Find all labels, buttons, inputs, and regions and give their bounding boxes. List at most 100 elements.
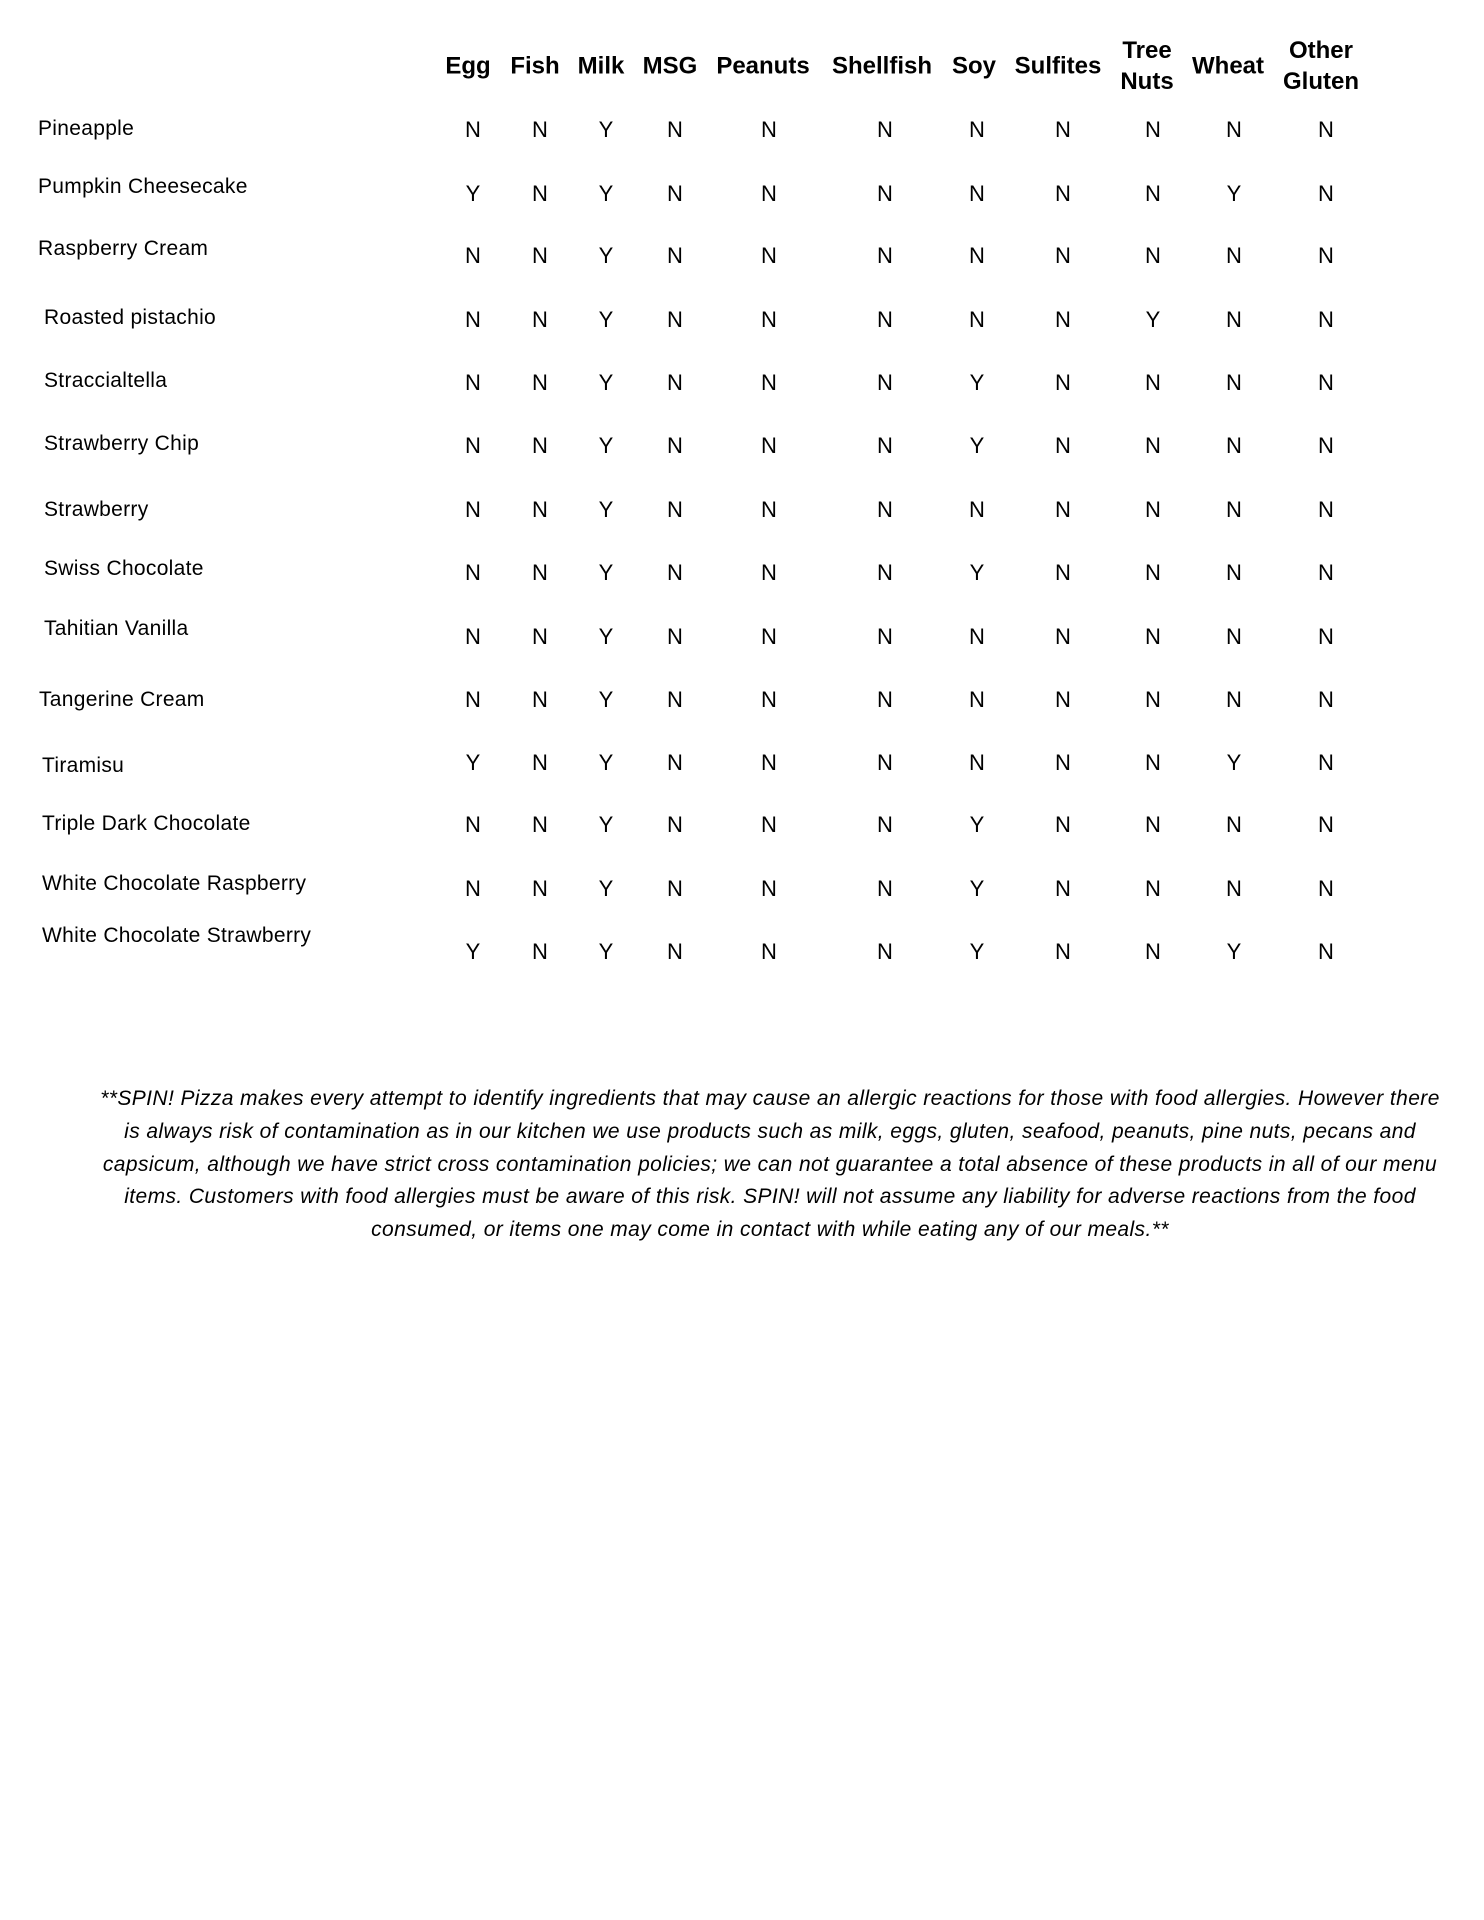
allergen-cell: N (1226, 433, 1242, 458)
allergen-cell: Y (598, 433, 614, 458)
row-item-name: Straccialtella (44, 369, 168, 392)
allergen-cell: N (667, 370, 683, 395)
row-item-name: Strawberry (44, 498, 149, 521)
allergen-cell: N (969, 243, 985, 268)
allergen-cell: N (667, 181, 683, 206)
allergen-cell: N (532, 624, 548, 649)
allergen-cell: Y (598, 812, 614, 837)
allergen-cell: N (667, 939, 683, 964)
row-item-name: White Chocolate Strawberry (42, 924, 312, 947)
allergen-cell: Y (969, 560, 985, 585)
allergen-cell: N (532, 243, 548, 268)
allergen-cell: N (532, 560, 548, 585)
allergen-cell: Y (598, 307, 614, 332)
allergen-cell: N (877, 307, 893, 332)
allergen-cell: N (877, 181, 893, 206)
column-header: Soy (951, 52, 997, 80)
allergen-cell: N (1226, 624, 1242, 649)
allergen-cell: N (761, 370, 777, 395)
allergen-cell: N (667, 433, 683, 458)
allergen-cell: N (532, 812, 548, 837)
allergen-cell: N (877, 687, 893, 712)
allergen-cell: Y (598, 117, 614, 142)
allergen-cell: N (1145, 687, 1161, 712)
allergen-cell: N (969, 624, 985, 649)
allergen-cell: N (1055, 939, 1071, 964)
allergen-cell: N (1226, 497, 1242, 522)
row-item-name: Pineapple (38, 117, 135, 140)
allergen-cell: N (532, 181, 548, 206)
allergen-cell: N (667, 243, 683, 268)
allergen-cell: N (1226, 812, 1242, 837)
column-header: Other Gluten (1283, 37, 1359, 95)
allergen-cell: Y (969, 433, 985, 458)
row-item-name: Swiss Chocolate (44, 557, 204, 580)
allergen-cell: N (1226, 687, 1242, 712)
allergen-cell: N (465, 497, 481, 522)
allergen-cell: N (1145, 750, 1161, 775)
allergen-cell: Y (1226, 750, 1242, 775)
allergen-cell: N (532, 307, 548, 332)
allergen-cell: N (1226, 117, 1242, 142)
allergen-cell: N (761, 687, 777, 712)
row-item-name: Tangerine Cream (39, 688, 205, 711)
allergen-cell: N (1318, 624, 1334, 649)
allergen-cell: N (877, 117, 893, 142)
column-header: Tree Nuts (1120, 37, 1174, 95)
row-item-name: Triple Dark Chocolate (42, 812, 251, 835)
allergen-cell: N (667, 876, 683, 901)
column-header: Wheat (1192, 52, 1264, 80)
allergy-disclaimer: **SPIN! Pizza makes every attempt to ide… (100, 1087, 1440, 1242)
allergen-cell: N (667, 497, 683, 522)
allergen-cell: N (1055, 243, 1071, 268)
column-header: MSG (642, 52, 698, 80)
allergen-cell: N (465, 117, 481, 142)
allergen-cell: N (1145, 560, 1161, 585)
allergen-cell: N (1226, 243, 1242, 268)
allergen-cell: N (761, 307, 777, 332)
allergen-cell: N (969, 181, 985, 206)
allergen-cell: N (1226, 876, 1242, 901)
row-item-name: White Chocolate Raspberry (42, 872, 307, 895)
allergen-cell: N (1145, 117, 1161, 142)
allergen-cell: N (1226, 307, 1242, 332)
allergen-cell: N (465, 812, 481, 837)
allergen-cell: N (667, 812, 683, 837)
allergen-cell: N (1226, 560, 1242, 585)
allergen-cell: N (1055, 433, 1071, 458)
allergen-cell: N (465, 433, 481, 458)
allergen-cell: Y (969, 939, 985, 964)
allergen-cell: N (1145, 433, 1161, 458)
allergen-cell: N (1145, 181, 1161, 206)
allergen-cell: N (667, 624, 683, 649)
allergen-cell: N (532, 370, 548, 395)
allergen-cell: N (1318, 876, 1334, 901)
allergen-cell: N (465, 687, 481, 712)
allergen-cell: N (761, 876, 777, 901)
allergen-cell: Y (1226, 939, 1242, 964)
allergen-cell: N (761, 433, 777, 458)
allergen-cell: N (1318, 370, 1334, 395)
row-item-name: Roasted pistachio (44, 306, 217, 329)
allergen-cell: N (969, 750, 985, 775)
row-item-name: Tahitian Vanilla (44, 617, 189, 640)
allergen-cell: N (532, 876, 548, 901)
allergen-cell: Y (598, 243, 614, 268)
allergen-cell: N (667, 750, 683, 775)
allergen-cell: N (761, 939, 777, 964)
allergen-cell: N (1055, 307, 1071, 332)
allergen-cell: Y (598, 181, 614, 206)
allergen-cell: N (667, 560, 683, 585)
allergen-cell: N (877, 876, 893, 901)
allergen-cell: N (465, 560, 481, 585)
allergen-cell: N (761, 117, 777, 142)
allergen-cell: Y (969, 370, 985, 395)
allergen-cell: N (1318, 433, 1334, 458)
allergen-cell: N (465, 370, 481, 395)
allergen-cell: N (1318, 243, 1334, 268)
column-header: Peanuts (716, 52, 810, 80)
column-header: Egg (445, 52, 491, 80)
allergen-cell: N (969, 497, 985, 522)
allergen-cell: N (1318, 939, 1334, 964)
allergen-cell: N (1055, 560, 1071, 585)
